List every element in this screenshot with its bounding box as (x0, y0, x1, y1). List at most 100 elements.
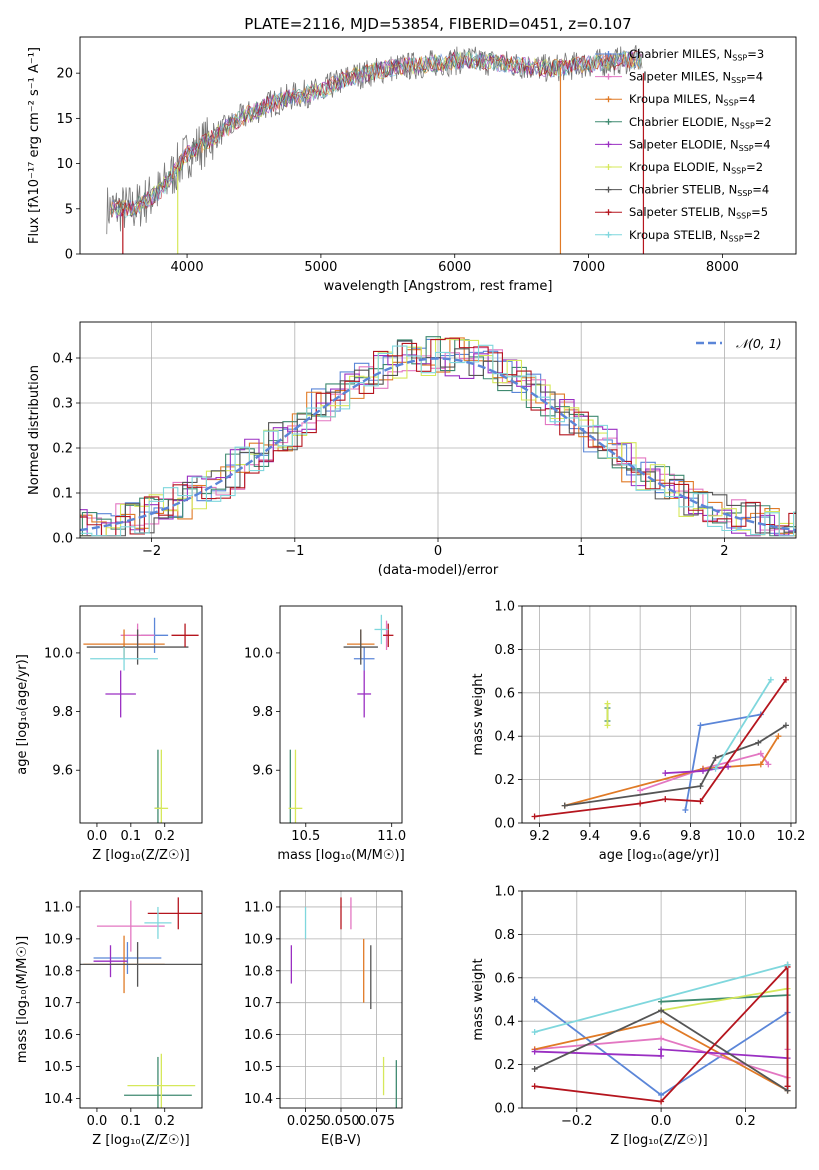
x-tick-label: 0.1 (120, 829, 141, 844)
y-tick-label: 0.2 (494, 773, 515, 788)
y-tick-label: 0.3 (52, 397, 73, 412)
y-axis-label: age [log₁₀(age/yr)] (15, 654, 30, 775)
plot-area (80, 897, 202, 1108)
legend-label: Chabrier STELIB, NSSP=4 (629, 183, 769, 199)
x-axis-label: E(B-V) (321, 1133, 361, 1148)
y-tick-label: 9.8 (252, 705, 273, 720)
x-tick-label: 0.050 (322, 1114, 359, 1129)
y-tick-label: 10.8 (244, 964, 273, 979)
x-tick-label: 7000 (572, 260, 605, 275)
y-axis-label: Normed distribution (27, 365, 42, 495)
y-axis-label: Flux [fλ10⁻¹⁷ erg cm⁻² s⁻¹ A⁻¹] (27, 47, 42, 244)
series-point (658, 1091, 665, 1098)
y-tick-label: 10.7 (44, 996, 73, 1011)
series-point (784, 1083, 791, 1090)
chart-spectrum: 4000 5000 6000 7000 8000 0 5 10 15 20 wavelength [… (27, 36, 797, 294)
series-point (782, 676, 789, 683)
y-tick-label: 10.5 (244, 1060, 273, 1075)
x-tick-label: 0.0 (651, 1114, 672, 1129)
y-axis-label: mass weight (471, 958, 486, 1040)
plot-area (83, 617, 199, 823)
chart-age-vs-Z: 0.0 0.1 0.2 9.6 9.8 10.0 Z [log₁₀(Z/Z☉)] age [l… (15, 605, 203, 863)
y-tick-label: 10.0 (244, 646, 273, 661)
x-tick-label: 0.2 (154, 829, 175, 844)
histogram-step (80, 344, 796, 537)
series-line (714, 679, 772, 770)
legend-marker (605, 209, 612, 216)
model-spectrum (111, 50, 643, 217)
x-tick-label: 0.075 (358, 1114, 395, 1129)
x-axis-label: Z [log₁₀(Z/Z☉)] (92, 1133, 189, 1148)
axes-frame (79, 605, 203, 824)
legend-label: Salpeter STELIB, NSSP=5 (629, 205, 768, 221)
y-tick-label: 5 (65, 202, 73, 217)
y-tick-label: 0.2 (494, 1058, 515, 1073)
series-point (782, 722, 789, 729)
x-tick-label: 8000 (706, 260, 739, 275)
x-tick-label: 4000 (171, 260, 204, 275)
x-tick-label: 9.2 (529, 829, 550, 844)
x-tick-label: 10.2 (776, 829, 805, 844)
y-tick-label: 9.8 (52, 705, 73, 720)
x-axis-label: age [log₁₀(age/yr)] (599, 848, 720, 863)
figure-title: PLATE=2116, MJD=53854, FIBERID=0451, z=0… (244, 15, 631, 33)
y-tick-label: 11.0 (44, 900, 73, 915)
x-tick-label: −0.2 (561, 1114, 593, 1129)
y-tick-label: 10 (56, 157, 73, 172)
x-tick-label: 2 (720, 544, 728, 559)
axes-frame (79, 890, 203, 1109)
x-tick-label: −1 (285, 544, 304, 559)
y-tick-label: 10.9 (44, 932, 73, 947)
x-tick-label: 9.6 (630, 829, 651, 844)
axes-frame (79, 36, 797, 255)
y-tick-label: 1.0 (494, 600, 515, 615)
x-tick-label: −2 (142, 544, 161, 559)
series-line (534, 964, 789, 1103)
legend-marker (605, 141, 612, 148)
legend: Chabrier MILES, NSSP=3 Salpeter MILES, NS… (595, 47, 772, 243)
series-line (660, 987, 788, 1012)
y-tick-label: 0.2 (52, 442, 73, 457)
x-tick-label: 0.0 (87, 1114, 108, 1129)
legend-marker (605, 164, 612, 170)
histogram-step (80, 337, 796, 537)
plot-area (290, 897, 397, 1108)
chart-residuals: −2 −1 0 1 2 0.0 0.1 0.2 0.3 0.4 (data-model)/error… (27, 321, 797, 578)
series-line (661, 994, 788, 1003)
series-point (712, 765, 719, 772)
series-point (531, 1048, 538, 1055)
series-point (658, 998, 665, 1005)
x-tick-label: 5000 (304, 260, 337, 275)
series-point (604, 700, 611, 707)
y-tick-label: 0.4 (52, 352, 73, 367)
series-point (725, 763, 732, 770)
axes-frame (521, 605, 797, 824)
normal-curve (80, 357, 796, 532)
series-point (699, 767, 706, 774)
x-axis-label: Z [log₁₀(Z/Z☉)] (92, 848, 189, 863)
y-tick-label: 10.5 (44, 1060, 73, 1075)
model-spectrum (109, 53, 643, 218)
series-point (531, 1029, 538, 1036)
legend-marker (605, 186, 612, 193)
chart-weight-vs-age: 9.2 9.4 9.6 9.8 10.0 10.2 0.0 0.2 0.4 0.6 0.8 1.0 ag… (471, 600, 805, 864)
y-axis-label: mass weight (471, 673, 486, 755)
series-point (531, 1065, 538, 1072)
series-point (658, 1046, 665, 1053)
y-tick-label: 10.6 (244, 1028, 273, 1043)
series-line (534, 1048, 788, 1059)
legend-label: Chabrier MILES, NSSP=3 (629, 47, 764, 63)
plot-area (80, 336, 796, 537)
y-axis-label: mass [log₁₀(M/M☉)] (15, 936, 30, 1063)
x-axis-label: mass [log₁₀(M/M☉)] (277, 848, 404, 863)
legend-marker (605, 73, 612, 80)
y-tick-label: 20 (56, 67, 73, 82)
plot-area (531, 676, 789, 820)
x-tick-label: 9.4 (580, 829, 601, 844)
series-point (697, 798, 704, 805)
y-tick-label: 0.0 (494, 817, 515, 832)
x-tick-label: 0.2 (735, 1114, 756, 1129)
series-point (658, 1018, 665, 1025)
series-point (662, 796, 669, 803)
x-axis-label: Z [log₁₀(Z/Z☉)] (610, 1133, 707, 1148)
